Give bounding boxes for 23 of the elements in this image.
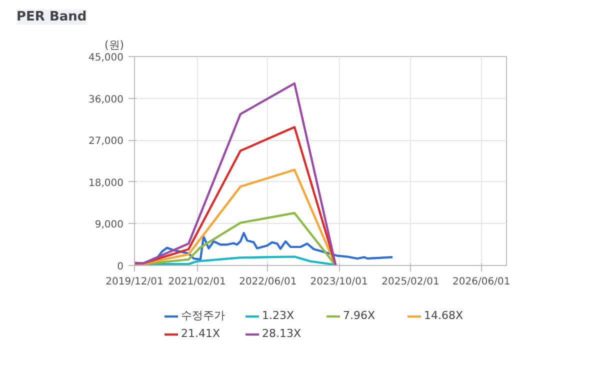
y-tick-label: 9,000 bbox=[94, 220, 124, 231]
y-tick-label: 0 bbox=[117, 262, 124, 272]
x-tick-label: 2026/06/01 bbox=[452, 276, 510, 288]
legend-label: 1.23X bbox=[262, 309, 296, 322]
x-tick-label: 2022/06/01 bbox=[239, 276, 297, 288]
legend-label: 7.96X bbox=[343, 309, 376, 322]
chart-title: PER Band bbox=[16, 10, 87, 24]
y-tick-label: 27,000 bbox=[88, 136, 124, 148]
y-tick-label: 45,000 bbox=[88, 52, 124, 64]
x-tick-label: 2019/12/01 bbox=[106, 276, 164, 288]
y-axis-title: (원) bbox=[104, 38, 124, 52]
x-tick-label: 2023/10/01 bbox=[310, 276, 368, 288]
y-tick-label: 36,000 bbox=[88, 94, 124, 106]
line-series bbox=[134, 232, 394, 265]
legend-label: 28.13X bbox=[262, 327, 302, 340]
x-tick-label: 2021/02/01 bbox=[168, 276, 226, 288]
legend-label: 14.68X bbox=[424, 309, 464, 322]
line-series bbox=[134, 212, 337, 266]
legend-label: 수정주가 bbox=[181, 308, 226, 323]
line-series bbox=[134, 82, 337, 266]
x-tick-label: 2025/02/01 bbox=[382, 276, 440, 288]
y-tick-label: 18,000 bbox=[88, 178, 124, 189]
legend-label: 21.41X bbox=[181, 327, 222, 340]
